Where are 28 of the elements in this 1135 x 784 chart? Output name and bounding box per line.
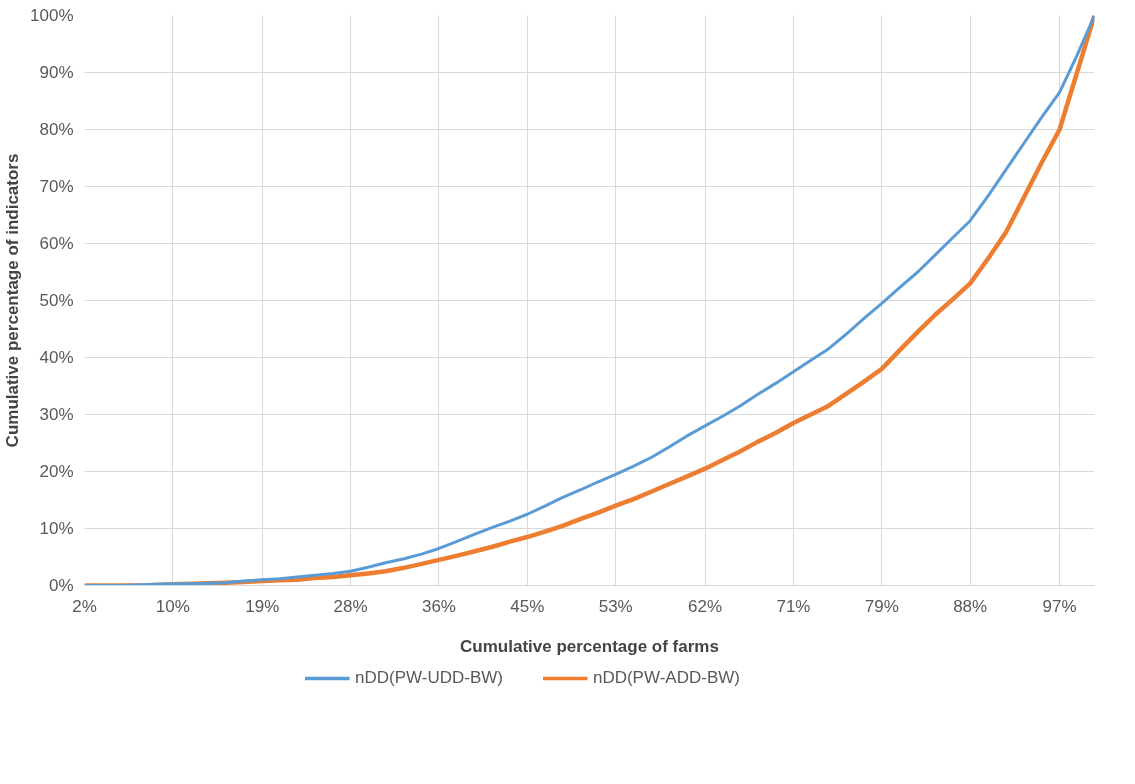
x-tick-label: 71% [776, 596, 811, 616]
legend-label: nDD(PW-ADD-BW) [592, 668, 740, 688]
x-tick-label: 45% [510, 596, 545, 616]
legend-label: nDD(PW-UDD-BW) [355, 668, 503, 688]
y-tick-label: 60% [39, 234, 74, 253]
x-tick-label: 53% [598, 596, 633, 616]
x-tick-label: 36% [421, 596, 456, 616]
x-tick-label: 97% [1042, 596, 1077, 616]
y-tick-label: 70% [39, 177, 74, 196]
y-tick-label: 0% [48, 576, 74, 595]
line-series [84, 15, 1095, 586]
y-tick-label: 10% [39, 519, 74, 538]
x-tick-label: 2% [72, 596, 97, 616]
y-tick-label: 40% [39, 348, 74, 367]
x-tick-label: 79% [864, 596, 899, 616]
x-tick-label: 62% [688, 596, 723, 616]
x-tick-label: 10% [155, 596, 190, 616]
y-tick-label: 90% [39, 63, 74, 82]
x-tick-label: 88% [953, 596, 988, 616]
x-tick-label: 19% [245, 596, 280, 616]
x-axis-title: Cumulative percentage of farms [460, 636, 719, 656]
x-tick-label: 28% [333, 596, 368, 616]
y-tick-label: 80% [39, 120, 74, 139]
y-tick-label: 30% [39, 405, 74, 424]
y-axis-title: Cumulative percentage of indicators [3, 153, 23, 448]
y-tick-label: 20% [39, 462, 74, 481]
y-tick-label: 50% [39, 291, 74, 310]
y-tick-label: 100% [30, 6, 74, 25]
